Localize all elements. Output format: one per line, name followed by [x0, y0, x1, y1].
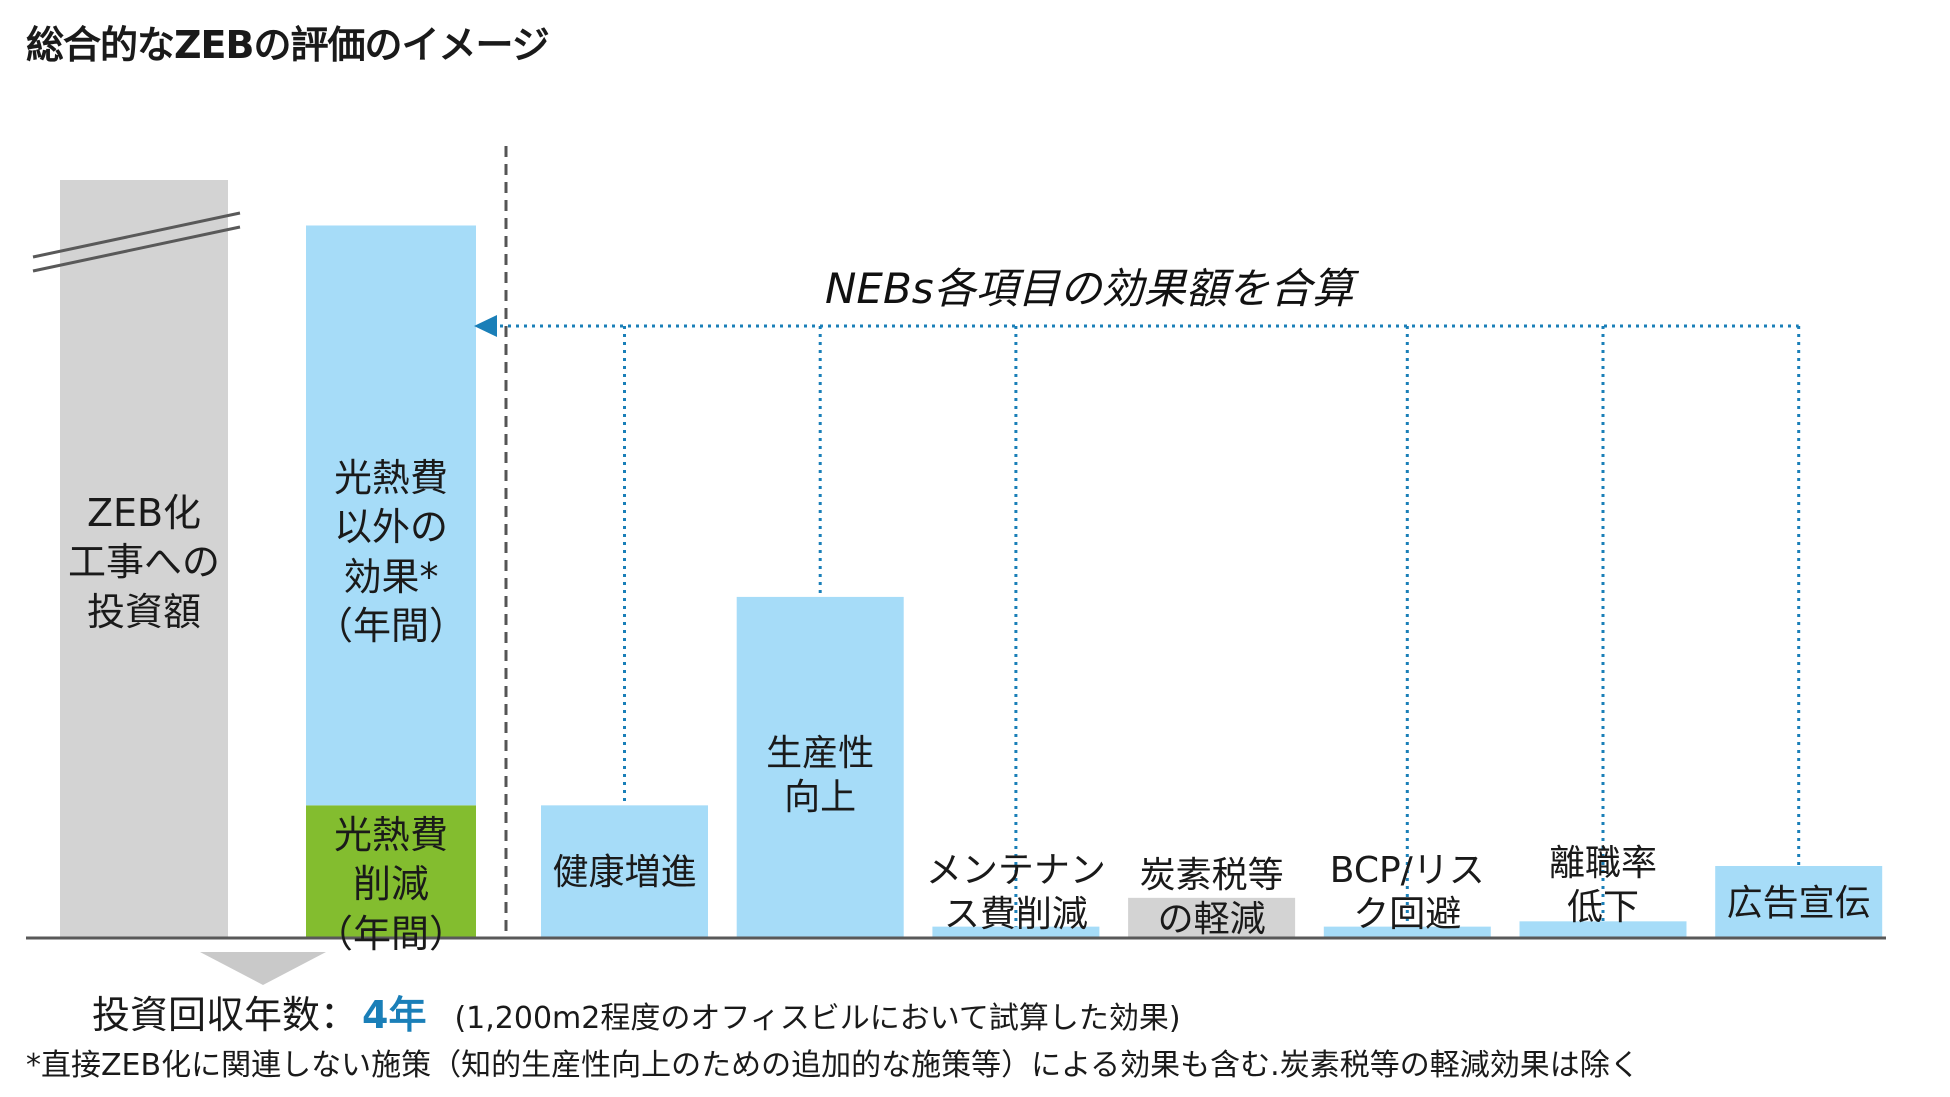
neb-label: 健康増進 — [526, 851, 723, 895]
page-title: 総合的なZEBの評価のイメージ — [26, 23, 550, 67]
energy-saving-label-line: （年間） — [314, 911, 467, 956]
investment-label-line: ZEB化 — [86, 491, 202, 535]
neb-label-line: の軽減 — [1157, 898, 1266, 940]
neb-label: BCP/リス ク回避 — [1309, 849, 1506, 937]
energy-saving-label: 光熱費削減 （年間） — [306, 811, 476, 959]
neb-label-line: 生産性 — [766, 733, 875, 774]
footnote: *直接ZEB化に関連しない施策（知的生産性向上のための追加的な施策等）による効果… — [26, 1048, 1640, 1083]
other-effects-label-line: （年間） — [314, 604, 467, 649]
neb-label: 離職率 低下 — [1505, 842, 1702, 930]
neb-bar — [932, 926, 1100, 938]
investment-bar — [60, 180, 228, 938]
neb-label-line: BCP/リス — [1329, 850, 1485, 891]
energy-saving-segment — [306, 805, 476, 938]
payback-arrow — [200, 952, 326, 985]
investment-label-line: 投資額 — [86, 589, 201, 634]
payback-period: 投資回収年数： 4年 (1,200m2程度のオフィスビルにおいて試算した効果) — [92, 984, 1181, 1039]
nebs-sum-label: NEBs各項目の効果額を合算 — [825, 264, 1354, 313]
investment-label-line: 工事への — [67, 540, 220, 585]
axis-break-line — [32, 225, 241, 273]
energy-saving-label-line: 削減 — [352, 862, 429, 907]
payback-note: (1,200m2程度のオフィスビルにおいて試算した効果) — [454, 1001, 1181, 1036]
other-effects-label-line: 以外の — [333, 505, 448, 550]
other-effects-segment — [306, 225, 476, 806]
payback-value: 4年 — [362, 993, 427, 1037]
neb-label-line: 炭素税等 — [1139, 855, 1284, 896]
neb-label-line: 向上 — [784, 776, 857, 818]
neb-label-line: メンテナン — [925, 850, 1106, 891]
neb-label-line: 低下 — [1566, 886, 1639, 928]
other-effects-label-line: 光熱費 — [333, 456, 448, 500]
neb-label: 炭素税等 の軽減 — [1113, 854, 1310, 942]
neb-bar — [541, 805, 708, 938]
axis-break-line — [32, 211, 241, 259]
neb-label-line: ク回避 — [1353, 893, 1462, 935]
neb-label-line: 離職率 — [1548, 843, 1657, 884]
neb-bar — [1128, 897, 1296, 938]
neb-bar — [1323, 926, 1491, 938]
investment-label: ZEB化工事への 投資額 — [60, 489, 228, 637]
neb-label: メンテナン ス費削減 — [917, 849, 1114, 937]
other-effects-label: 光熱費以外の 効果* （年間） — [306, 454, 476, 652]
neb-bar — [1519, 921, 1687, 938]
neb-label-line: 広告宣伝 — [1726, 883, 1871, 924]
sum-arrow — [474, 315, 497, 337]
neb-label: 生産性 向上 — [722, 732, 919, 820]
other-effects-label-line: 効果* — [343, 554, 439, 599]
neb-label: 広告宣伝 — [1700, 882, 1897, 926]
neb-label-line: 健康増進 — [552, 852, 697, 893]
neb-bar — [736, 596, 904, 938]
neb-bar — [1715, 865, 1883, 938]
energy-saving-label-line: 光熱費 — [333, 813, 448, 857]
neb-label-line: ス費削減 — [943, 893, 1088, 935]
payback-label: 投資回収年数： — [92, 993, 359, 1037]
